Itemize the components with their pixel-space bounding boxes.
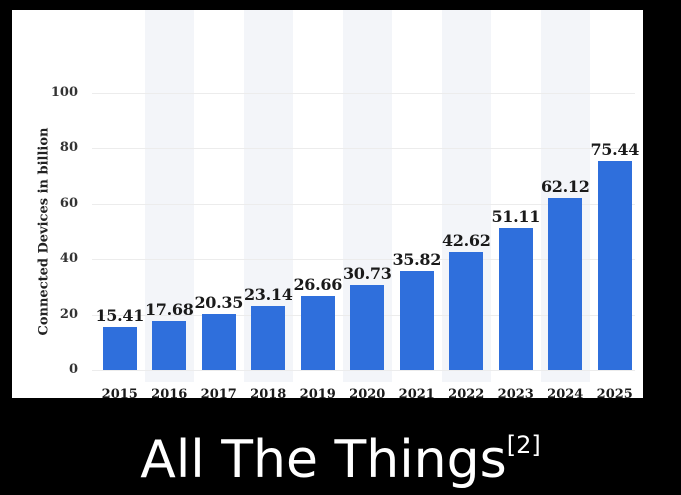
bar-value-label: 30.73 xyxy=(342,263,392,283)
bar xyxy=(201,313,236,370)
gridline xyxy=(92,148,635,150)
x-tick-label: 2017 xyxy=(200,387,237,399)
caption-footnote: [2] xyxy=(506,431,541,459)
bar xyxy=(152,321,187,370)
bar xyxy=(102,327,137,370)
bar-value-label: 15.41 xyxy=(95,306,145,326)
caption-text: All The Things xyxy=(140,430,507,490)
bar-value-label: 62.12 xyxy=(540,176,590,196)
x-tick-label: 2021 xyxy=(398,387,435,399)
gridline xyxy=(92,370,635,371)
bar xyxy=(597,161,632,370)
bar-value-label: 20.35 xyxy=(194,292,244,312)
x-tick-label: 2025 xyxy=(596,387,633,399)
x-tick-label: 2019 xyxy=(299,387,336,399)
bar xyxy=(548,197,583,370)
bar xyxy=(251,305,286,370)
bar-value-label: 17.68 xyxy=(144,300,194,320)
x-tick-label: 2024 xyxy=(547,387,584,399)
x-tick-label: 2020 xyxy=(349,387,386,399)
bar-value-label: 75.44 xyxy=(590,140,640,160)
x-tick-label: 2015 xyxy=(101,387,138,399)
bar xyxy=(350,284,385,370)
bar-value-label: 42.62 xyxy=(441,230,491,250)
gridline xyxy=(92,259,635,261)
gridline xyxy=(92,93,635,94)
gridline xyxy=(92,203,635,205)
background-band xyxy=(144,10,194,382)
bar xyxy=(399,270,434,370)
bar-value-label: 51.11 xyxy=(491,207,541,227)
y-tick-label: 40 xyxy=(59,251,78,267)
chart-panel: Connected Devices in billion 0 20 40 60 80 10… xyxy=(12,10,643,398)
bar-value-label: 23.14 xyxy=(243,284,293,304)
bar xyxy=(300,296,335,370)
y-tick-label: 60 xyxy=(59,195,78,211)
y-tick-label: 100 xyxy=(50,85,78,100)
y-tick-label: 0 xyxy=(68,362,78,377)
y-tick-label: 20 xyxy=(59,306,78,322)
bar xyxy=(498,228,533,370)
x-tick-label: 2016 xyxy=(151,387,188,399)
x-tick-label: 2022 xyxy=(448,387,485,399)
x-tick-label: 2018 xyxy=(250,387,287,399)
x-tick-label: 2023 xyxy=(497,387,534,399)
bar-value-label: 26.66 xyxy=(293,275,343,295)
bar xyxy=(449,251,484,370)
bar-value-label: 35.82 xyxy=(392,249,442,269)
y-tick-label: 80 xyxy=(59,140,78,156)
caption: All The Things[2] xyxy=(0,410,681,495)
y-axis-label: Connected Devices in billion xyxy=(36,127,52,336)
